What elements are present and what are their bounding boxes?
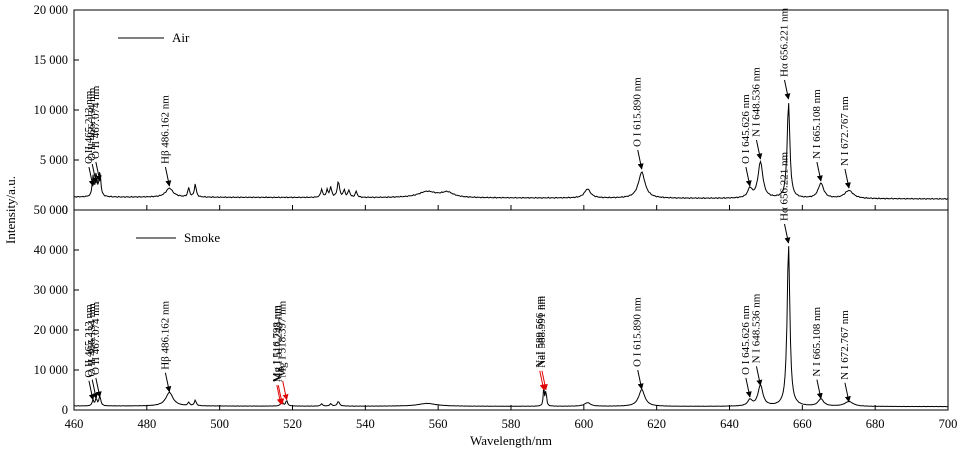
peak-annotation-label: N I 648.536 nm [751, 67, 763, 137]
annotation-arrow [637, 149, 644, 170]
annotation-arrow [745, 377, 752, 398]
annotation-arrow [844, 382, 851, 403]
annotation-arrow [88, 166, 95, 187]
peak-annotation-label: O II 467.074 nm [90, 85, 102, 159]
annotation-arrow [816, 161, 823, 182]
annotation-arrow [541, 370, 548, 391]
peak-annotation-label: O II 466.134 nm [86, 303, 98, 377]
legend-smoke-label: Smoke [184, 230, 220, 245]
peak-annotation-label: Hα 656.221 nm [779, 152, 791, 221]
peak-annotation-label: Mg I 518.397 nm [277, 300, 289, 377]
x-tick-label: 560 [429, 417, 448, 431]
y-tick-label: 40 000 [34, 243, 68, 257]
legend-air: Air [118, 30, 190, 45]
x-tick-label: 620 [647, 417, 666, 431]
air-spectrum-line [73, 103, 949, 201]
annotation-arrow [637, 369, 644, 390]
peak-annotation-label: N I 648.536 nm [751, 293, 763, 363]
y-tick-label: 20 000 [34, 3, 68, 17]
y-tick-label: 30 000 [34, 283, 68, 297]
x-tick-label: 520 [283, 417, 302, 431]
x-tick-label: 480 [137, 417, 156, 431]
annotation-arrow [164, 372, 172, 393]
legend-smoke: Smoke [136, 230, 220, 245]
peak-annotations: O II 465.213 nmO II 466.134 nmO II 467.0… [83, 8, 851, 405]
x-tick-label: 700 [939, 417, 958, 431]
y-tick-label: 0 [62, 403, 68, 417]
y-axis-label: Intensity/a.u. [3, 176, 18, 244]
annotation-arrow [755, 366, 763, 386]
annotation-arrow [88, 380, 95, 401]
peak-annotation-label: Hα 656.221 nm [779, 8, 791, 77]
y-tick-label: 10 000 [34, 363, 68, 377]
x-tick-label: 600 [574, 417, 593, 431]
x-tick-label: 500 [210, 417, 229, 431]
peak-annotation-label: N I 665.108 nm [811, 89, 823, 159]
peak-annotation-label: Mg I 517.243 nm [272, 305, 284, 382]
x-tick-label: 680 [866, 417, 885, 431]
y-tick-label: 15 000 [34, 53, 68, 67]
annotation-arrow [91, 163, 99, 184]
annotation-arrow [277, 385, 285, 405]
annotation-arrow [784, 79, 791, 100]
peak-annotation-label: O I 645.626 nm [740, 305, 752, 375]
y-tick-label: 5 000 [40, 153, 68, 167]
annotation-arrow [282, 380, 289, 401]
x-axis-label: Wavelength/nm [470, 433, 552, 448]
annotation-arrow [844, 168, 851, 189]
peak-annotation-label: O II 466.134 nm [86, 87, 98, 161]
smoke-spectrum-line [74, 246, 949, 408]
legend-air-label: Air [172, 30, 190, 45]
y-tick-label: 10 000 [34, 103, 68, 117]
annotation-arrow [95, 161, 102, 182]
peak-annotation-label: O II 467.074 nm [90, 301, 102, 375]
spectrum-lines [73, 103, 949, 408]
annotation-arrow [755, 139, 763, 160]
y-tick-label: 50 000 [34, 203, 68, 217]
peak-annotation-label: Hβ 486.162 nm [159, 95, 171, 164]
annotation-arrow [539, 370, 546, 391]
annotation-arrow [784, 223, 791, 244]
annotation-arrow [745, 166, 752, 187]
x-tick-label: 660 [793, 417, 812, 431]
peak-annotation-label: O I 645.626 nm [740, 94, 752, 164]
annotation-arrow [95, 377, 102, 398]
x-tick-label: 460 [65, 417, 84, 431]
x-tick-label: 540 [356, 417, 375, 431]
annotation-arrow [91, 379, 99, 400]
peak-annotation-label: O I 615.890 nm [632, 297, 644, 367]
peak-annotation-label: N I 672.767 nm [839, 96, 851, 166]
peak-annotation-label: Hβ 486.162 nm [159, 301, 171, 370]
peak-annotation-label: NaI 589.566 nm [534, 296, 546, 368]
peak-annotation-label: NaI 588.991 nm [536, 296, 548, 368]
annotation-arrow [164, 166, 172, 187]
peak-annotation-label: N I 665.108 nm [811, 306, 823, 376]
tick-layer: 460 480 500 520 540 560 580 600 620 640 660 680 700 0… [34, 3, 958, 431]
annotation-arrow [816, 379, 823, 400]
y-tick-label: 20 000 [34, 323, 68, 337]
peak-annotation-label: N I 672.767 nm [839, 310, 851, 380]
x-tick-label: 640 [720, 417, 739, 431]
x-tick-label: 580 [502, 417, 521, 431]
y-tick-label: 0 [62, 203, 68, 217]
peak-annotation-label: Mg I 516.798 nm [271, 305, 283, 382]
peak-annotation-label: O II 465.213 nm [83, 304, 95, 378]
peak-annotation-label: O II 465.213 nm [83, 90, 95, 164]
peak-annotation-label: O I 615.890 nm [632, 77, 644, 147]
